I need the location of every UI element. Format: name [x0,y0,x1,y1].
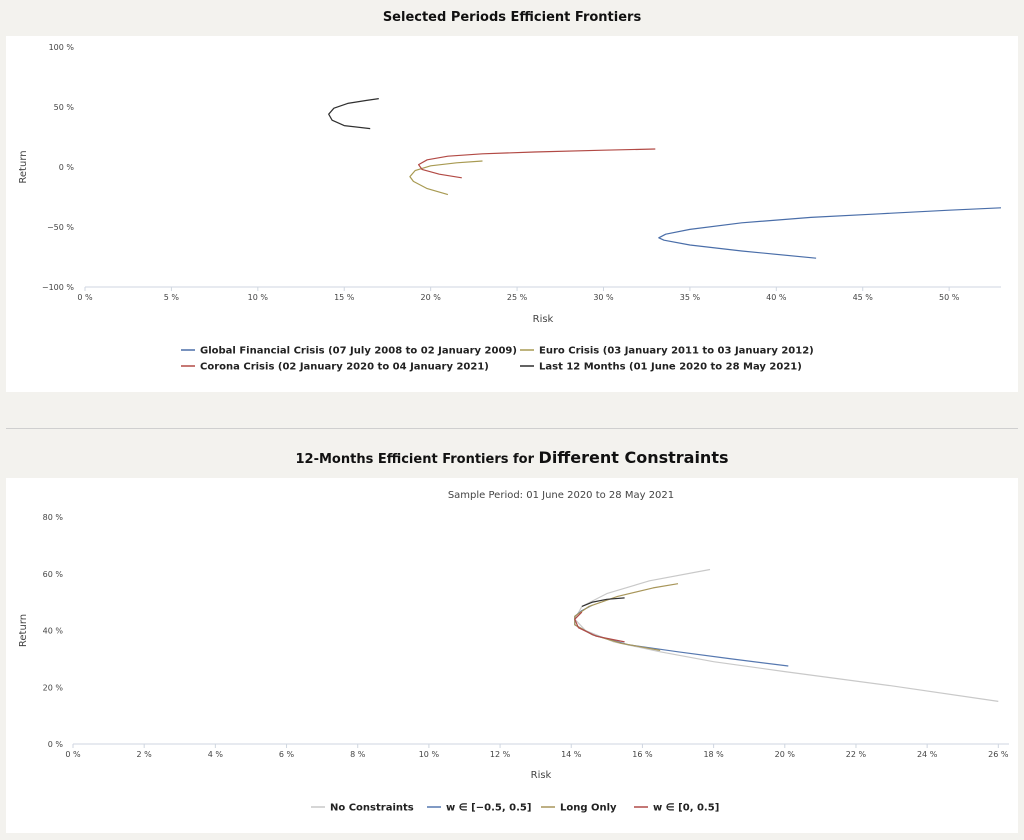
chart1-x-axis-label: Risk [533,314,554,325]
chart1-svg: 0 % 5 % 10 % 15 % 20 % 25 % 30 % 35 % 40 % 45 % 50… [18,43,1002,373]
chart1-series-line-4 [328,98,379,130]
chart2-x-tick-label: 18 % [703,750,724,759]
chart1-x-tick-label: 20 % [420,293,441,302]
chart1-y-tick-label: 50 % [54,103,75,112]
chart1-x-tick-label: 0 % [77,293,93,302]
chart1-x-tick-label: 35 % [680,293,701,302]
chart1-x-tick-label: 45 % [853,293,874,302]
chart1-legend-label: Euro Crisis (03 January 2011 to 03 Janua… [539,346,814,357]
chart1-series-line-2 [409,160,483,196]
chart2-x-tick-label: 26 % [988,750,1009,759]
chart1-x-tick-label: 15 % [334,293,355,302]
chart1-x-tick-label: 25 % [507,293,528,302]
chart1-series-line-3 [418,148,656,179]
chart2-legend-label: w ∈ [0, 0.5] [653,803,719,814]
chart2-y-tick-label: 60 % [43,570,64,579]
chart1-y-tick-label: −100 % [42,283,75,292]
chart2-x-tick-label: 16 % [632,750,653,759]
chart1-y-tick-label: 100 % [49,43,75,52]
chart2-panel: Sample Period: 01 June 2020 to 28 May 20… [6,478,1018,833]
chart2-title: 12-Months Efficient Frontiers for Differ… [0,448,1024,467]
chart1-x-tick-label: 5 % [164,293,180,302]
chart2-x-tick-label: 20 % [775,750,796,759]
chart2-series-line-4 [574,611,625,643]
section-divider [6,428,1018,429]
chart2-x-tick-label: 14 % [561,750,582,759]
chart2-x-tick-label: 22 % [846,750,867,759]
chart2-svg: Sample Period: 01 June 2020 to 28 May 20… [18,490,1009,814]
chart2-series-line-5 [581,597,625,607]
chart1-legend-label: Last 12 Months (01 June 2020 to 28 May 2… [539,362,802,373]
chart1-legend-label: Global Financial Crisis (07 July 2008 to… [200,346,517,357]
chart1-y-tick-label: −50 % [47,223,74,232]
chart2-x-tick-label: 12 % [490,750,511,759]
chart2-legend-label: Long Only [560,803,617,814]
chart1-y-axis-label: Return [18,150,29,183]
chart2-title-prefix: 12-Months Efficient Frontiers for [295,452,539,467]
chart2-x-tick-label: 2 % [137,750,153,759]
chart2-y-tick-label: 80 % [43,513,64,522]
chart1-series-line-1 [658,207,1002,259]
chart2-x-axis-label: Risk [531,770,552,781]
chart2-title-emphasis: Different Constraints [538,448,729,467]
chart2-y-tick-label: 20 % [43,683,64,692]
chart2-series-line-1 [574,568,999,702]
chart1-x-tick-label: 30 % [593,293,614,302]
chart1-legend-label: Corona Crisis (02 January 2020 to 04 Jan… [200,362,489,373]
chart2-x-tick-label: 24 % [917,750,938,759]
chart2-series-line-2 [574,604,789,667]
chart2-x-tick-label: 4 % [208,750,224,759]
chart1-x-tick-label: 10 % [248,293,269,302]
chart2-x-tick-label: 6 % [279,750,295,759]
chart1-x-tick-label: 40 % [766,293,787,302]
chart2-y-axis-label: Return [18,614,29,647]
chart2-y-tick-label: 40 % [43,627,64,636]
chart1-title: Selected Periods Efficient Frontiers [382,10,642,25]
chart2-x-tick-label: 8 % [350,750,366,759]
chart2-series-line-3 [574,583,679,651]
chart2-subtitle: Sample Period: 01 June 2020 to 28 May 20… [448,490,674,501]
chart2-y-tick-label: 0 % [48,740,64,749]
chart2-x-tick-label: 10 % [419,750,440,759]
chart1-y-tick-label: 0 % [59,163,75,172]
chart2-legend-label: No Constraints [330,803,414,814]
chart1-panel: 0 % 5 % 10 % 15 % 20 % 25 % 30 % 35 % 40 % 45 % 50… [6,36,1018,392]
chart1-x-tick-label: 50 % [939,293,960,302]
chart2-legend-label: w ∈ [−0.5, 0.5] [446,803,531,814]
chart2-x-tick-label: 0 % [65,750,81,759]
